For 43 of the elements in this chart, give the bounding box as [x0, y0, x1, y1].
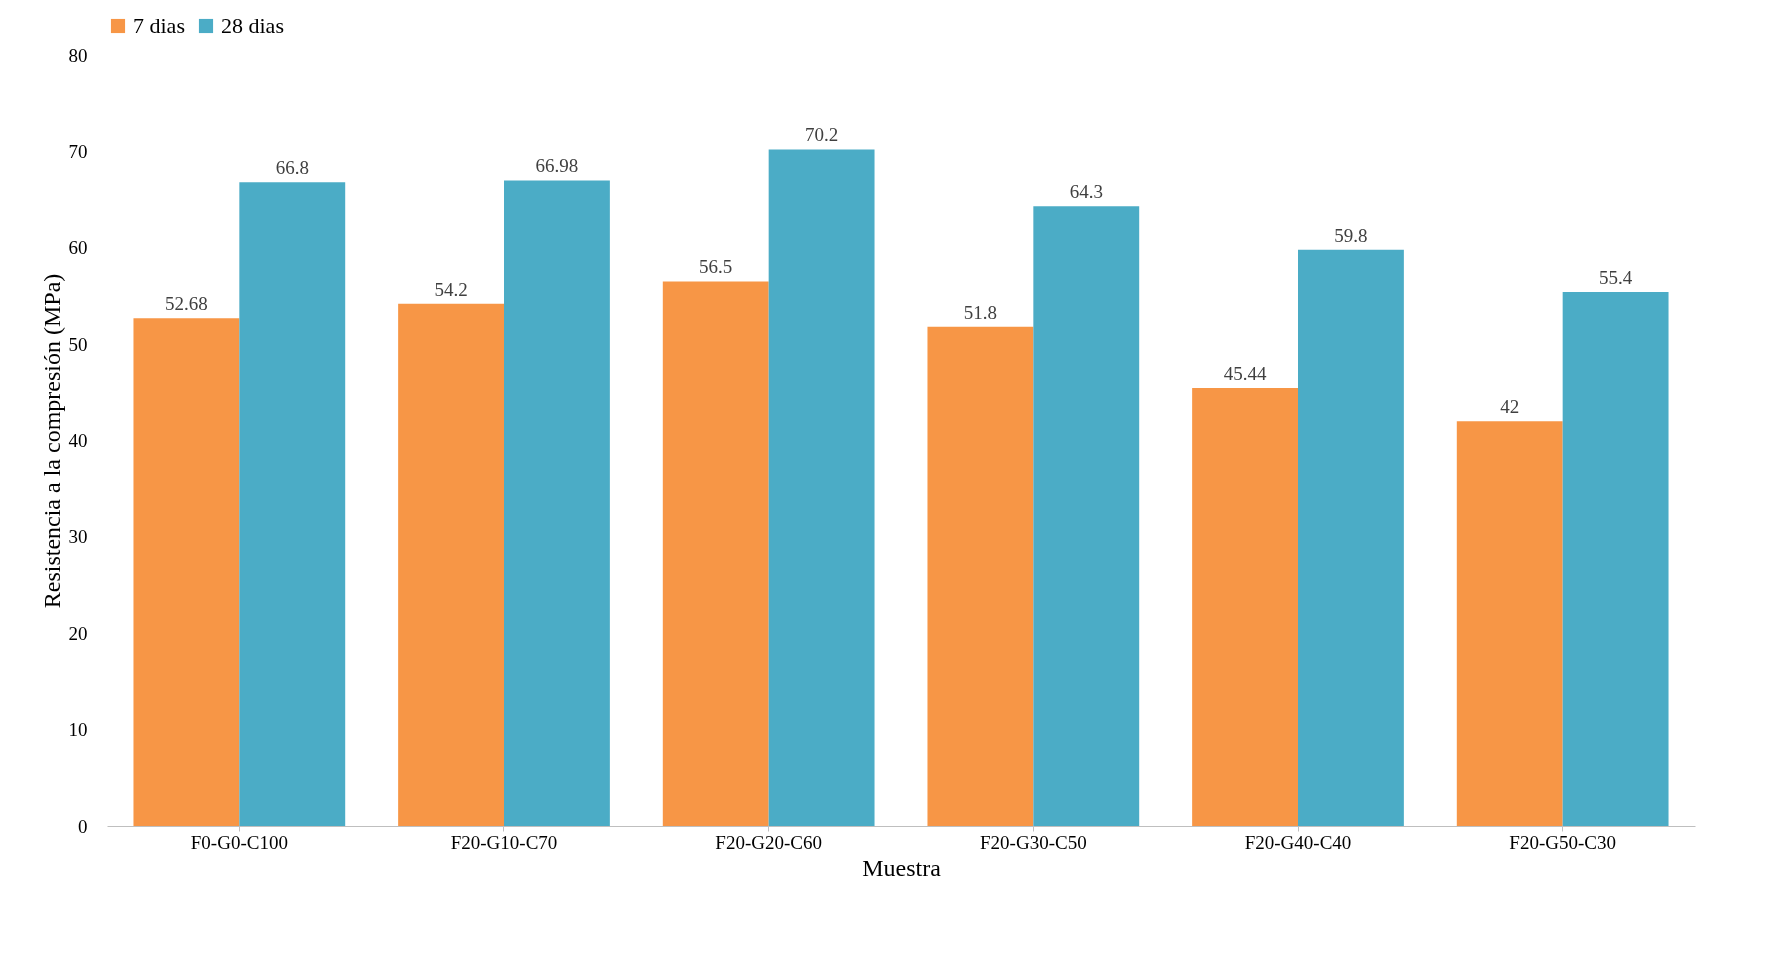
data-label: 52.68 — [165, 293, 208, 315]
bar — [768, 149, 875, 826]
bar — [1456, 421, 1563, 826]
legend-label: 7 dias — [133, 13, 185, 38]
y-tick-label: 0 — [78, 815, 88, 837]
y-tick-label: 70 — [68, 140, 88, 162]
data-label: 66.98 — [535, 155, 579, 177]
y-tick-label: 30 — [68, 526, 88, 548]
y-axis-title: Resistencia a la compresión (MPa) — [38, 273, 65, 609]
bar — [133, 318, 240, 826]
x-tick-label: F20-G30-C50 — [980, 831, 1087, 853]
data-label: 45.44 — [1223, 363, 1267, 385]
x-tick-label: F0-G0-C100 — [190, 831, 288, 853]
x-tick-label: F20-G40-C40 — [1244, 831, 1352, 853]
bar — [504, 180, 610, 826]
x-axis-title: Muestra — [862, 854, 942, 881]
bar — [398, 303, 504, 826]
data-label: 64.3 — [1069, 181, 1103, 203]
y-tick-label: 40 — [68, 430, 88, 451]
y-tick-label: 10 — [68, 719, 88, 741]
bar — [927, 326, 1034, 826]
bar — [1562, 292, 1669, 826]
data-label: 56.5 — [699, 256, 733, 278]
data-label: 70.2 — [804, 124, 839, 146]
legend-label: 28 dias — [221, 13, 284, 38]
bar — [239, 182, 346, 826]
x-tick-label: F20-G50-C30 — [1509, 831, 1616, 853]
data-label: 42 — [1500, 396, 1520, 418]
y-tick-label: 20 — [68, 622, 88, 644]
y-tick-label: 50 — [68, 333, 88, 355]
bar — [1192, 388, 1298, 826]
data-label: 54.2 — [434, 278, 468, 300]
data-label: 51.8 — [963, 301, 998, 323]
bar — [1033, 206, 1140, 826]
x-tick-label: F20-G20-C60 — [715, 831, 822, 853]
y-tick-label: 60 — [68, 237, 88, 259]
bar — [662, 281, 769, 826]
bar — [1298, 249, 1404, 826]
data-label: 66.8 — [275, 157, 309, 179]
data-label: 59.8 — [1334, 224, 1368, 246]
data-label: 55.4 — [1598, 267, 1633, 289]
y-tick-label: 80 — [68, 44, 88, 66]
x-tick-label: F20-G10-C70 — [450, 831, 558, 853]
